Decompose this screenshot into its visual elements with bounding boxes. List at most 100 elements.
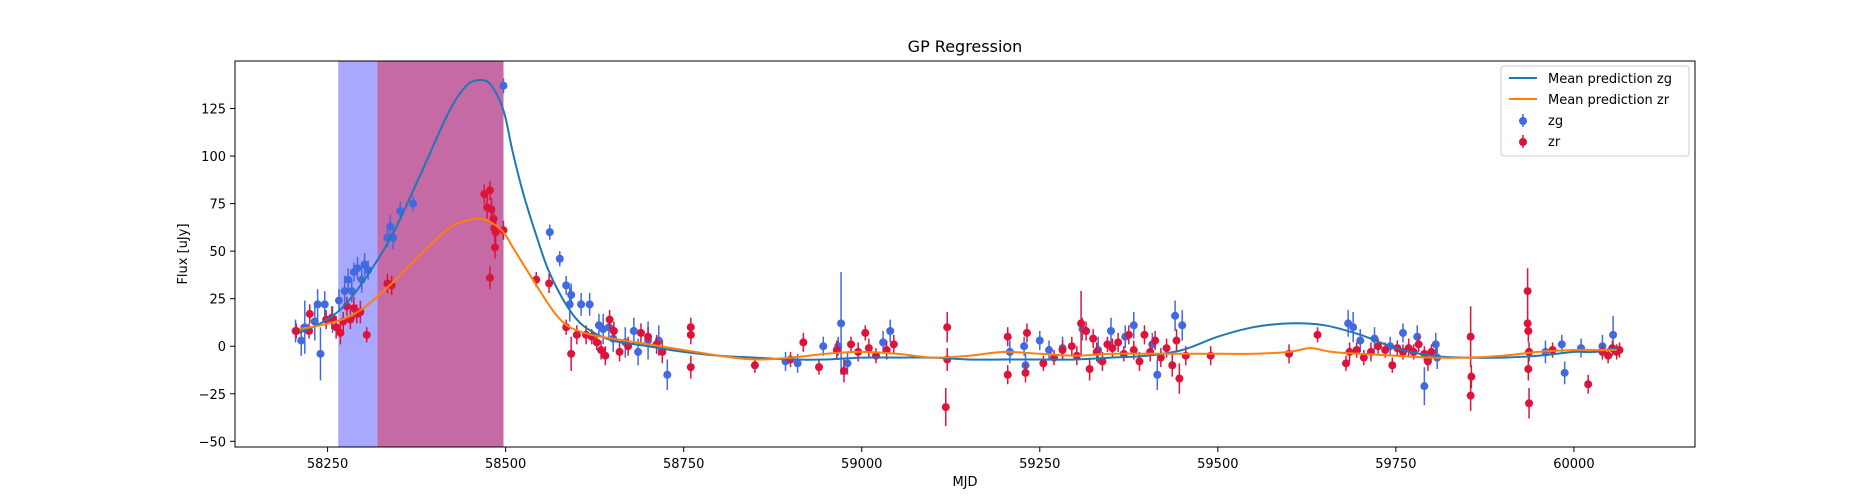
mean-prediction-line-0: [298, 78, 1617, 361]
zr-point-33: [592, 338, 601, 347]
zg-point-64: [1349, 323, 1358, 332]
zr-point-100: [1359, 353, 1368, 362]
zr-point-85: [1140, 330, 1149, 339]
zr-point-0: [292, 327, 301, 336]
zr-point-73: [1082, 327, 1091, 336]
zr-point-66: [1022, 328, 1031, 337]
x-tick-label: 59250: [1019, 457, 1060, 472]
zr-point-5: [332, 323, 341, 332]
legend-box: [1500, 65, 1690, 157]
x-tick-label: 59500: [1197, 457, 1238, 472]
zr-point-67: [1039, 359, 1048, 368]
zr-point-43: [658, 347, 667, 356]
zr-point-22: [491, 228, 500, 237]
zr-point-65: [1021, 368, 1030, 377]
zg-point-75: [1560, 368, 1569, 377]
zr-point-74: [1085, 365, 1094, 374]
zg-point-1: [297, 336, 306, 345]
zg-point-6: [320, 300, 329, 309]
zr-point-38: [615, 347, 624, 356]
zr-point-90: [1168, 361, 1177, 370]
zr-point-89: [1162, 344, 1171, 353]
zr-point-34: [597, 346, 606, 355]
mean-prediction-line-1: [298, 217, 1617, 361]
zr-point-96: [1313, 330, 1322, 339]
shaded-regions: [338, 61, 504, 447]
zg-point-25: [562, 281, 571, 290]
zr-point-75: [1089, 334, 1098, 343]
zr-point-24: [485, 273, 494, 282]
zr-point-120: [1524, 365, 1533, 374]
zr-point-23: [490, 243, 499, 252]
zg-point-15: [360, 260, 369, 269]
y-axis-ticks: −50 −25 0 25 50 75 100 125: [199, 103, 235, 450]
plot-frame: [234, 60, 1696, 448]
zg-point-13: [353, 264, 362, 273]
zr-point-88: [1156, 353, 1165, 362]
zr-point-13: [362, 330, 371, 339]
zr-point-50: [815, 363, 823, 372]
zg-point-62: [1178, 321, 1187, 330]
zg-point-65: [1356, 336, 1365, 345]
zg-point-39: [663, 370, 672, 379]
zr-point-115: [1467, 372, 1476, 381]
legend-marker-zr: [1519, 138, 1527, 146]
zr-point-60: [943, 323, 952, 332]
x-axis-label: MJD: [952, 475, 977, 490]
zg-point-3: [310, 317, 319, 326]
zg-point-21: [409, 199, 418, 208]
y-tick-label: 75: [209, 198, 226, 213]
zr-point-80: [1114, 338, 1123, 347]
zr-point-103: [1381, 346, 1390, 355]
zr-point-30: [572, 330, 581, 339]
zg-point-70: [1420, 382, 1429, 391]
zr-point-40: [636, 328, 645, 337]
zg-point-78: [1609, 330, 1618, 339]
zr-point-36: [605, 315, 614, 324]
zr-point-49: [799, 338, 808, 347]
zg-point-8: [334, 296, 343, 305]
zr-point-59: [889, 340, 898, 349]
zg-point-60: [1153, 370, 1162, 379]
zg-point-45: [843, 359, 852, 368]
zr-point-18: [485, 186, 494, 195]
shaded-region-1: [377, 61, 504, 447]
zr-point-79: [1108, 344, 1117, 353]
zr-point-72: [1077, 319, 1086, 328]
zg-point-24: [555, 254, 564, 263]
zg-point-41: [793, 359, 802, 368]
zg-point-61: [1171, 311, 1180, 320]
zr-point-56: [864, 344, 873, 353]
y-tick-label: 100: [201, 150, 226, 165]
zr-point-61: [941, 403, 950, 412]
zg-point-51: [1035, 336, 1044, 345]
zg-point-68: [1399, 328, 1407, 337]
zr-point-27: [545, 279, 554, 288]
zg-point-52: [1045, 346, 1054, 355]
x-axis-ticks: 58250 58500 58750 59000 59250 59500 59750 60000: [307, 447, 1595, 472]
zr-point-112: [1427, 347, 1436, 356]
zg-point-74: [1557, 340, 1566, 349]
zr-point-87: [1151, 336, 1160, 345]
zr-point-45: [686, 330, 695, 339]
legend-label-line-zg: Mean prediction zg: [1548, 72, 1672, 87]
zr-point-111: [1423, 357, 1432, 366]
zr-point-114: [1466, 391, 1475, 400]
zr-point-104: [1388, 361, 1397, 370]
x-tick-label: 59750: [1375, 457, 1416, 472]
zr-point-64: [1003, 370, 1012, 379]
zr-point-113: [1466, 332, 1475, 341]
legend-label-line-zr: Mean prediction zr: [1548, 93, 1670, 108]
chart-title: GP Regression: [908, 37, 1023, 56]
y-tick-label: −25: [199, 388, 226, 403]
zg-point-71: [1431, 340, 1440, 349]
zg-point-69: [1413, 332, 1422, 341]
zr-point-77: [1098, 357, 1107, 366]
y-tick-label: −50: [199, 435, 226, 450]
zg-point-28: [577, 300, 586, 309]
zg-point-47: [886, 327, 895, 336]
zg-point-29: [585, 300, 594, 309]
legend-label-zg: zg: [1548, 114, 1563, 129]
zr-point-82: [1124, 330, 1133, 339]
x-tick-label: 58750: [663, 457, 704, 472]
